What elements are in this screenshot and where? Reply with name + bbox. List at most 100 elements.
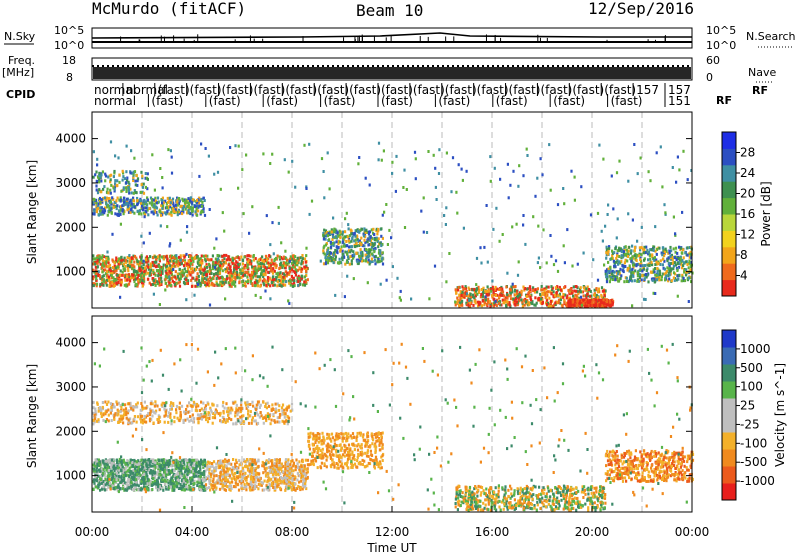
echo-cell xyxy=(332,235,334,238)
echo-cell xyxy=(605,275,607,278)
echo-cell xyxy=(341,256,343,259)
echo-cell xyxy=(184,267,186,270)
echo-cell xyxy=(638,254,640,257)
echo-cell xyxy=(373,250,375,253)
echo-cell xyxy=(616,261,618,264)
echo-cell xyxy=(517,185,519,188)
echo-cell xyxy=(334,249,336,252)
echo-cell xyxy=(547,290,549,293)
echo-cell xyxy=(678,246,680,249)
echo-cell xyxy=(569,305,571,308)
freq-dot xyxy=(587,65,589,67)
echo-cell xyxy=(140,191,142,194)
freq-dot xyxy=(557,65,559,67)
echo-cell xyxy=(161,256,163,259)
echo-cell xyxy=(242,259,244,262)
echo-cell xyxy=(379,255,381,258)
echo-cell xyxy=(175,260,177,263)
freq-dot xyxy=(317,65,319,67)
echo-cell xyxy=(251,205,253,208)
echo-cell xyxy=(151,211,153,214)
echo-cell xyxy=(158,265,160,268)
rf-label-1: RF xyxy=(752,84,768,97)
freq-dot xyxy=(502,65,504,67)
echo-cell xyxy=(273,278,275,281)
freq-dot xyxy=(617,65,619,67)
echo-cell xyxy=(164,211,166,214)
freq-dot xyxy=(492,65,494,67)
echo-cell xyxy=(265,255,267,258)
echo-cell xyxy=(226,277,228,280)
echo-cell xyxy=(546,261,548,264)
echo-cell xyxy=(285,280,287,283)
echo-cell xyxy=(553,263,555,266)
echo-cell xyxy=(676,258,678,261)
echo-cell xyxy=(472,304,474,307)
echo-cell xyxy=(620,277,622,280)
freq-dot xyxy=(377,65,379,67)
echo-cell xyxy=(610,257,612,260)
echo-cell xyxy=(161,280,163,283)
echo-cell xyxy=(137,177,139,180)
echo-cell xyxy=(580,185,582,188)
echo-cell xyxy=(550,305,552,308)
echo-cell xyxy=(114,270,116,273)
echo-cell xyxy=(377,228,379,231)
echo-cell xyxy=(126,278,128,281)
echo-cell xyxy=(641,253,643,256)
freq-dot xyxy=(387,65,389,67)
echo-cell xyxy=(166,210,168,213)
echo-cell xyxy=(162,186,164,189)
echo-cell xyxy=(510,297,512,300)
echo-cell xyxy=(141,183,143,186)
echo-cell xyxy=(115,278,117,281)
echo-cell xyxy=(574,176,576,179)
echo-cell xyxy=(126,208,128,211)
echo-cell xyxy=(178,197,180,200)
echo-cell xyxy=(641,269,643,272)
echo-cell xyxy=(675,247,677,250)
echo-cell xyxy=(550,285,552,288)
echo-cell xyxy=(597,279,599,282)
freq-dot xyxy=(647,65,649,67)
echo-cell xyxy=(322,249,324,252)
echo-cell xyxy=(330,246,332,249)
echo-cell xyxy=(303,266,305,269)
echo-cell xyxy=(574,199,576,202)
echo-cell xyxy=(507,163,509,166)
echo-cell xyxy=(586,301,588,304)
echo-cell xyxy=(539,266,541,269)
echo-cell xyxy=(648,170,650,173)
echo-cell xyxy=(365,229,367,232)
echo-cell xyxy=(618,280,620,283)
echo-cell xyxy=(147,266,149,269)
rf-label-2: RF xyxy=(716,94,732,107)
echo-cell xyxy=(169,242,171,245)
echo-cell xyxy=(282,280,284,283)
freq-dot xyxy=(592,65,594,67)
echo-cell xyxy=(97,265,99,268)
echo-cell xyxy=(215,237,217,240)
cpid-label: (fast) xyxy=(438,94,470,108)
echo-cell xyxy=(259,262,261,265)
echo-cell xyxy=(427,150,429,153)
freq-dot xyxy=(572,65,574,67)
echo-cell xyxy=(265,268,267,271)
freq-dot xyxy=(542,65,544,67)
echo-cell xyxy=(639,246,641,249)
freq-dot xyxy=(677,65,679,67)
echo-cell xyxy=(172,207,174,210)
echo-cell xyxy=(165,282,167,285)
echo-cell xyxy=(207,278,209,281)
echo-cell xyxy=(130,207,132,210)
echo-cell xyxy=(496,288,498,291)
echo-cell xyxy=(356,242,358,245)
echo-cell xyxy=(653,249,655,252)
echo-cell xyxy=(560,289,562,292)
echo-cell xyxy=(499,240,501,243)
freq-dot xyxy=(632,65,634,67)
echo-cell xyxy=(191,257,193,260)
echo-cell xyxy=(186,231,188,234)
echo-cell xyxy=(198,275,200,278)
echo-cell xyxy=(241,280,243,283)
